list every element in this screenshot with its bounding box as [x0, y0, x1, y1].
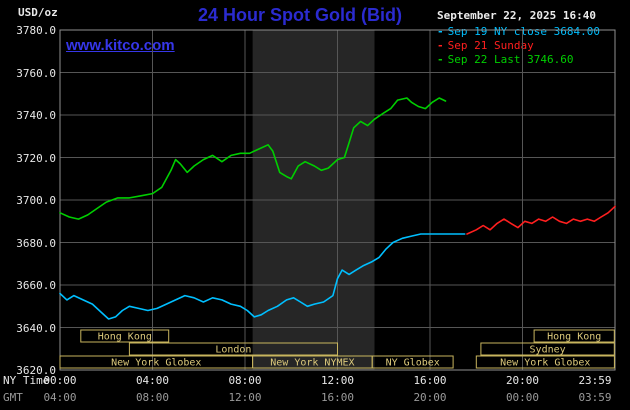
legend-item: - Sep 22 Last 3746.60 [437, 53, 600, 67]
y-tick-label: 3720.0 [16, 151, 56, 165]
y-tick-label: 3640.0 [16, 321, 56, 335]
legend-dash-icon: - [437, 25, 444, 38]
x-tick-label: 04:00 [43, 391, 77, 404]
price-line [466, 205, 616, 235]
legend-dash-icon: - [437, 53, 444, 66]
kitco-link[interactable]: www.kitco.com [66, 37, 175, 54]
legend-dash-icon: - [437, 39, 444, 52]
ny-time-axis-label: NY Time [3, 374, 50, 387]
session-box [475, 355, 615, 369]
date-label: September 22, 2025 16:40 [437, 9, 596, 22]
x-tick-label: 08:00 [228, 374, 262, 387]
session-label: Sydney [530, 345, 566, 356]
x-tick-label: 03:59 [578, 391, 612, 404]
legend-label: Sep 19 NY close 3684.00 [447, 25, 600, 38]
session-label: New York Globex [500, 358, 590, 369]
x-tick-label: 00:00 [43, 374, 77, 387]
session-label: New York Globex [111, 358, 201, 369]
session-box [533, 329, 615, 343]
x-tick-label: 20:00 [413, 391, 447, 404]
x-tick-label: 16:00 [413, 374, 447, 387]
legend-label: Sep 21 Sunday [447, 39, 534, 52]
session-label: Hong Kong [547, 332, 601, 343]
y-tick-label: 3680.0 [16, 236, 56, 250]
x-tick-label: 12:00 [320, 374, 355, 387]
plot-border [59, 29, 616, 371]
legend-item: - Sep 21 Sunday [437, 39, 600, 53]
y-tick-label: 3620.0 [16, 364, 56, 377]
x-tick-label: 04:00 [135, 374, 170, 387]
x-tick-label: 16:00 [320, 391, 355, 404]
price-line [59, 97, 447, 220]
session-label: NY Globex [386, 358, 440, 369]
x-tick-label: 23:59 [578, 374, 612, 387]
legend-item: - Sep 19 NY close 3684.00 [437, 25, 600, 39]
x-tick-label: 08:00 [135, 391, 170, 404]
x-tick-label: 00:00 [505, 391, 540, 404]
legend: - Sep 19 NY close 3684.00- Sep 21 Sunday - S… [437, 25, 600, 67]
y-tick-label: 3780.0 [16, 24, 56, 37]
session-box [80, 329, 170, 343]
session-label: Hong Kong [98, 332, 152, 343]
session-box [128, 342, 338, 356]
session-box [480, 342, 615, 356]
y-tick-label: 3700.0 [16, 194, 56, 207]
y-tick-label: 3660.0 [16, 279, 56, 292]
x-tick-label: 12:00 [228, 391, 262, 404]
session-label: New York NYMEX [270, 358, 354, 369]
session-label: London [215, 345, 251, 356]
legend-label: Sep 22 Last 3746.60 [447, 53, 574, 66]
session-box [371, 355, 454, 369]
y-tick-label: 3740.0 [16, 109, 56, 122]
y-tick-label: 3760.0 [16, 66, 56, 80]
page-title: 24 Hour Spot Gold (Bid) [198, 5, 402, 25]
x-tick-label: 20:00 [505, 374, 540, 387]
unit-label: USD/oz [18, 6, 58, 19]
price-line [59, 233, 466, 320]
gmt-axis-label: GMT [3, 391, 23, 404]
